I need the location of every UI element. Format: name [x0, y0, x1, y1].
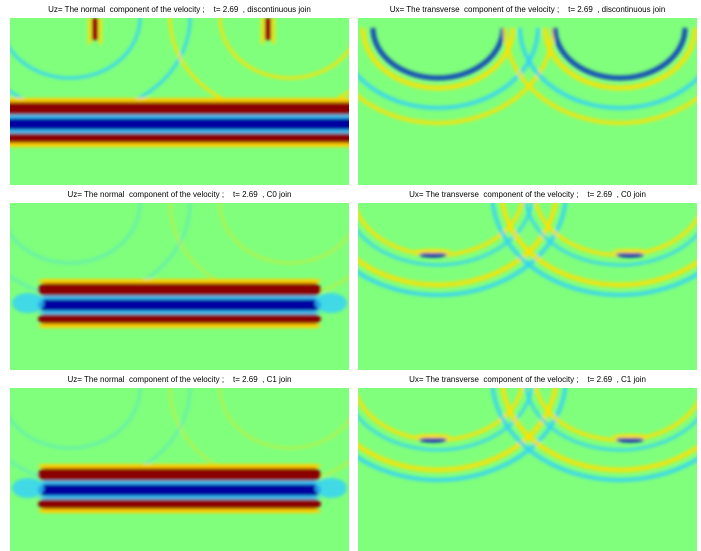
panel-title: Ux= The transverse component of the velo… — [390, 5, 666, 14]
wave-band — [0, 133, 359, 143]
wave-band — [38, 299, 321, 311]
wave-band — [38, 283, 321, 296]
field-plot — [310, 378, 701, 551]
wave-band — [38, 484, 321, 496]
wave-focus — [415, 249, 451, 253]
wave-band — [38, 481, 321, 484]
wave-band — [38, 324, 321, 328]
wave-band — [38, 296, 321, 299]
wave-focus — [419, 438, 447, 443]
wave-band — [0, 98, 359, 102]
wave-band — [38, 496, 321, 499]
panel-title: Uz= The normal component of the velocity… — [68, 190, 292, 199]
field-plot — [323, 18, 701, 185]
spike — [265, 18, 271, 40]
plot-background — [358, 18, 697, 185]
wave-focus — [415, 434, 451, 438]
panel-title: Ux= The transverse component of the velo… — [409, 375, 646, 384]
field-plot — [0, 0, 390, 185]
wave-band — [0, 143, 359, 147]
spike — [261, 18, 264, 44]
panel-title: Uz= The normal component of the velocity… — [68, 375, 292, 384]
wave-band — [38, 468, 321, 481]
spike — [99, 18, 102, 44]
wave-band — [38, 464, 321, 468]
wave-band — [0, 118, 359, 130]
wave-band — [0, 115, 359, 118]
wave-end — [12, 293, 44, 313]
wave-end — [315, 293, 347, 313]
spike — [272, 18, 275, 44]
wave-band — [38, 509, 321, 513]
spike — [92, 18, 98, 40]
figure: Uz= The normal component of the velocity… — [0, 0, 701, 551]
field-plot — [310, 193, 701, 370]
wave-focus — [419, 253, 447, 258]
plot-background — [358, 203, 697, 370]
wave-band — [38, 314, 321, 324]
wave-focus — [612, 249, 648, 253]
wave-band — [38, 279, 321, 283]
wave-focus — [616, 253, 644, 258]
wave-band — [38, 499, 321, 509]
panel-title: Ux= The transverse component of the velo… — [409, 190, 646, 199]
spike — [88, 18, 91, 44]
wave-band — [0, 130, 359, 133]
wave-focus — [616, 438, 644, 443]
wave-band — [0, 102, 359, 115]
wave-focus — [612, 434, 648, 438]
panel-title: Uz= The normal component of the velocity… — [48, 5, 311, 14]
wave-end — [315, 478, 347, 498]
wave-end — [12, 478, 44, 498]
wave-band — [38, 311, 321, 314]
